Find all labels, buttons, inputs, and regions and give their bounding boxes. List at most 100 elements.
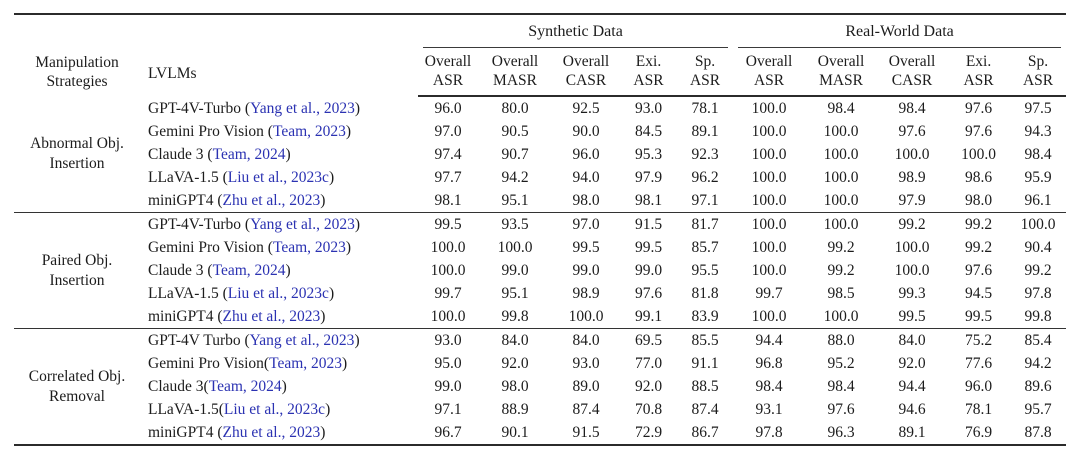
metric-header-synthetic-sp-asr: Sp. ASR [677,48,734,97]
table-row: Claude 3 (Team, 2024) 100.0 99.0 99.0 99.0 95… [14,259,1066,282]
synthetic-metric-value: 97.9 [634,169,663,186]
synthetic-metric-value: 87.4 [691,401,719,418]
synthetic-metric-value: 99.0 [572,262,600,279]
group-header-row: Manipulation Strategies LVLMs Synthetic … [14,14,1066,90]
synthetic-data-header: Synthetic Data [418,14,733,48]
real-metric-value: 93.1 [755,401,783,418]
synthetic-metric-value: 99.0 [434,378,462,395]
citation-link[interactable]: Team, 2024 [208,378,282,395]
citation-link[interactable]: Yang et al., 2023 [250,216,355,233]
real-metric-value: 97.6 [964,262,993,279]
real-metric-value: 100.0 [733,212,806,236]
real-metric-value: 98.4 [755,378,783,395]
synthetic-metric-value: 99.5 [418,212,478,236]
synthetic-metric-value: 100.0 [497,239,533,256]
col-header-manipulation-strategies: Manipulation Strategies [14,14,140,96]
synthetic-metric-value: 97.1 [691,192,719,209]
real-metric-value: 99.5 [898,308,926,325]
real-metric-value: 100.0 [823,308,859,325]
table-row: Claude 3(Team, 2024) 99.0 98.0 89.0 92.0 88.5… [14,375,1066,398]
citation-link[interactable]: Liu et al., 2023c [227,285,329,302]
real-metric-value: 99.2 [1024,262,1052,279]
metric-header-line: CASR [565,72,607,89]
citation-link[interactable]: Team, 2024 [212,262,286,279]
synthetic-metric-value: 91.1 [691,355,719,372]
citation-link[interactable]: Team, 2023 [272,239,346,256]
metric-header-line: CASR [891,72,933,89]
metric-header-line: Exi. [635,53,662,70]
synthetic-metric-value: 95.3 [634,146,663,163]
model-cell: miniGPT4 (Zhu et al., 2023) [148,424,326,441]
strategy-label-line: Removal [49,387,105,405]
real-metric-value: 75.2 [947,328,1011,352]
real-metric-value: 96.0 [964,378,993,395]
synthetic-metric-value: 93.5 [478,212,552,236]
citation-link[interactable]: Zhu et al., 2023 [222,308,321,325]
synthetic-metric-value: 92.0 [634,378,663,395]
real-metric-value: 92.0 [898,355,926,372]
citation-link[interactable]: Zhu et al., 2023 [222,424,321,441]
model-cell: GPT-4V-Turbo (Yang et al., 2023) [148,99,361,117]
model-cell: GPT-4V Turbo (Yang et al., 2023) [140,328,418,352]
synthetic-metric-value: 87.4 [572,401,600,418]
model-cell: Claude 3 (Team, 2024) [148,146,291,163]
real-metric-value: 97.6 [898,123,926,140]
synthetic-metric-value: 83.9 [691,308,719,325]
synthetic-metric-value: 95.1 [501,285,529,302]
real-metric-value: 94.2 [1024,355,1052,372]
synthetic-metric-value: 95.1 [501,192,529,209]
strategy-cell: Correlated Obj. Removal [14,328,140,445]
real-metric-value: 100.0 [751,123,787,140]
synthetic-metric-value: 84.5 [634,123,663,140]
synthetic-metric-value: 99.5 [572,239,600,256]
synthetic-metric-value: 90.7 [501,146,529,163]
synthetic-metric-value: 99.7 [434,285,462,302]
citation-link[interactable]: Team, 2023 [272,123,346,140]
table-row: Gemini Pro Vision (Team, 2023) 97.0 90.5 90… [14,120,1066,143]
real-metric-value: 100.0 [751,262,787,279]
strategy-label-line: Insertion [49,271,105,289]
table-row: Paired Obj. Insertion GPT-4V-Turbo (Yang e… [14,212,1067,329]
real-metric-value: 97.9 [898,192,926,209]
real-world-data-header: Real-World Data [733,14,1066,48]
real-metric-value: 100.0 [751,100,787,117]
synthetic-metric-value: 93.0 [418,328,478,352]
synthetic-metric-value: 92.3 [691,146,719,163]
synthetic-metric-value: 95.0 [434,355,462,372]
citation-link[interactable]: Liu et al., 2023c [223,401,326,418]
metric-header-line: Sp. [1027,53,1049,70]
citation-link[interactable]: Team, 2024 [212,146,286,163]
synthetic-metric-value: 98.1 [434,192,462,209]
citation-link[interactable]: Team, 2023 [269,355,343,372]
real-metric-value: 100.0 [1010,212,1067,236]
metric-header-line: ASR [432,72,464,89]
real-metric-value: 100.0 [823,123,859,140]
real-metric-value: 90.4 [1024,239,1052,256]
citation-link[interactable]: Yang et al., 2023 [250,99,355,117]
citation-link[interactable]: Yang et al., 2023 [249,332,355,349]
synthetic-metric-value: 92.5 [572,100,600,117]
synthetic-metric-value: 86.7 [691,424,719,441]
synthetic-metric-value: 80.0 [501,100,529,117]
citation-link[interactable]: Liu et al., 2023c [227,169,329,186]
real-metric-value: 94.6 [898,401,926,418]
real-metric-value: 97.8 [1024,285,1052,302]
synthetic-metric-value: 72.9 [634,424,663,441]
table-row: Gemini Pro Vision (Team, 2023) 100.0 100.0… [14,236,1066,259]
citation-link[interactable]: Zhu et al., 2023 [222,192,321,209]
synthetic-metric-value: 99.0 [634,262,663,279]
real-metric-value: 100.0 [751,192,787,209]
synthetic-metric-value: 84.0 [478,328,552,352]
table-row: miniGPT4 (Zhu et al., 2023) 96.7 90.1 91.5 7… [14,421,1066,445]
synthetic-metric-value: 88.5 [691,378,719,395]
metric-header-line: ASR [753,72,785,89]
real-metric-value: 87.8 [1024,424,1052,441]
metric-header-line: ASR [633,72,664,89]
real-metric-value: 97.6 [964,100,993,117]
strategy-label-line: Abnormal Obj. [30,135,124,152]
results-table-container: Manipulation Strategies LVLMs Synthetic … [14,13,1067,446]
synthetic-metric-value: 77.0 [634,355,663,372]
synthetic-metric-value: 96.2 [691,169,719,186]
model-cell: Gemini Pro Vision (Team, 2023) [148,123,352,140]
metric-header-synthetic-overall-asr: Overall ASR [418,48,478,97]
